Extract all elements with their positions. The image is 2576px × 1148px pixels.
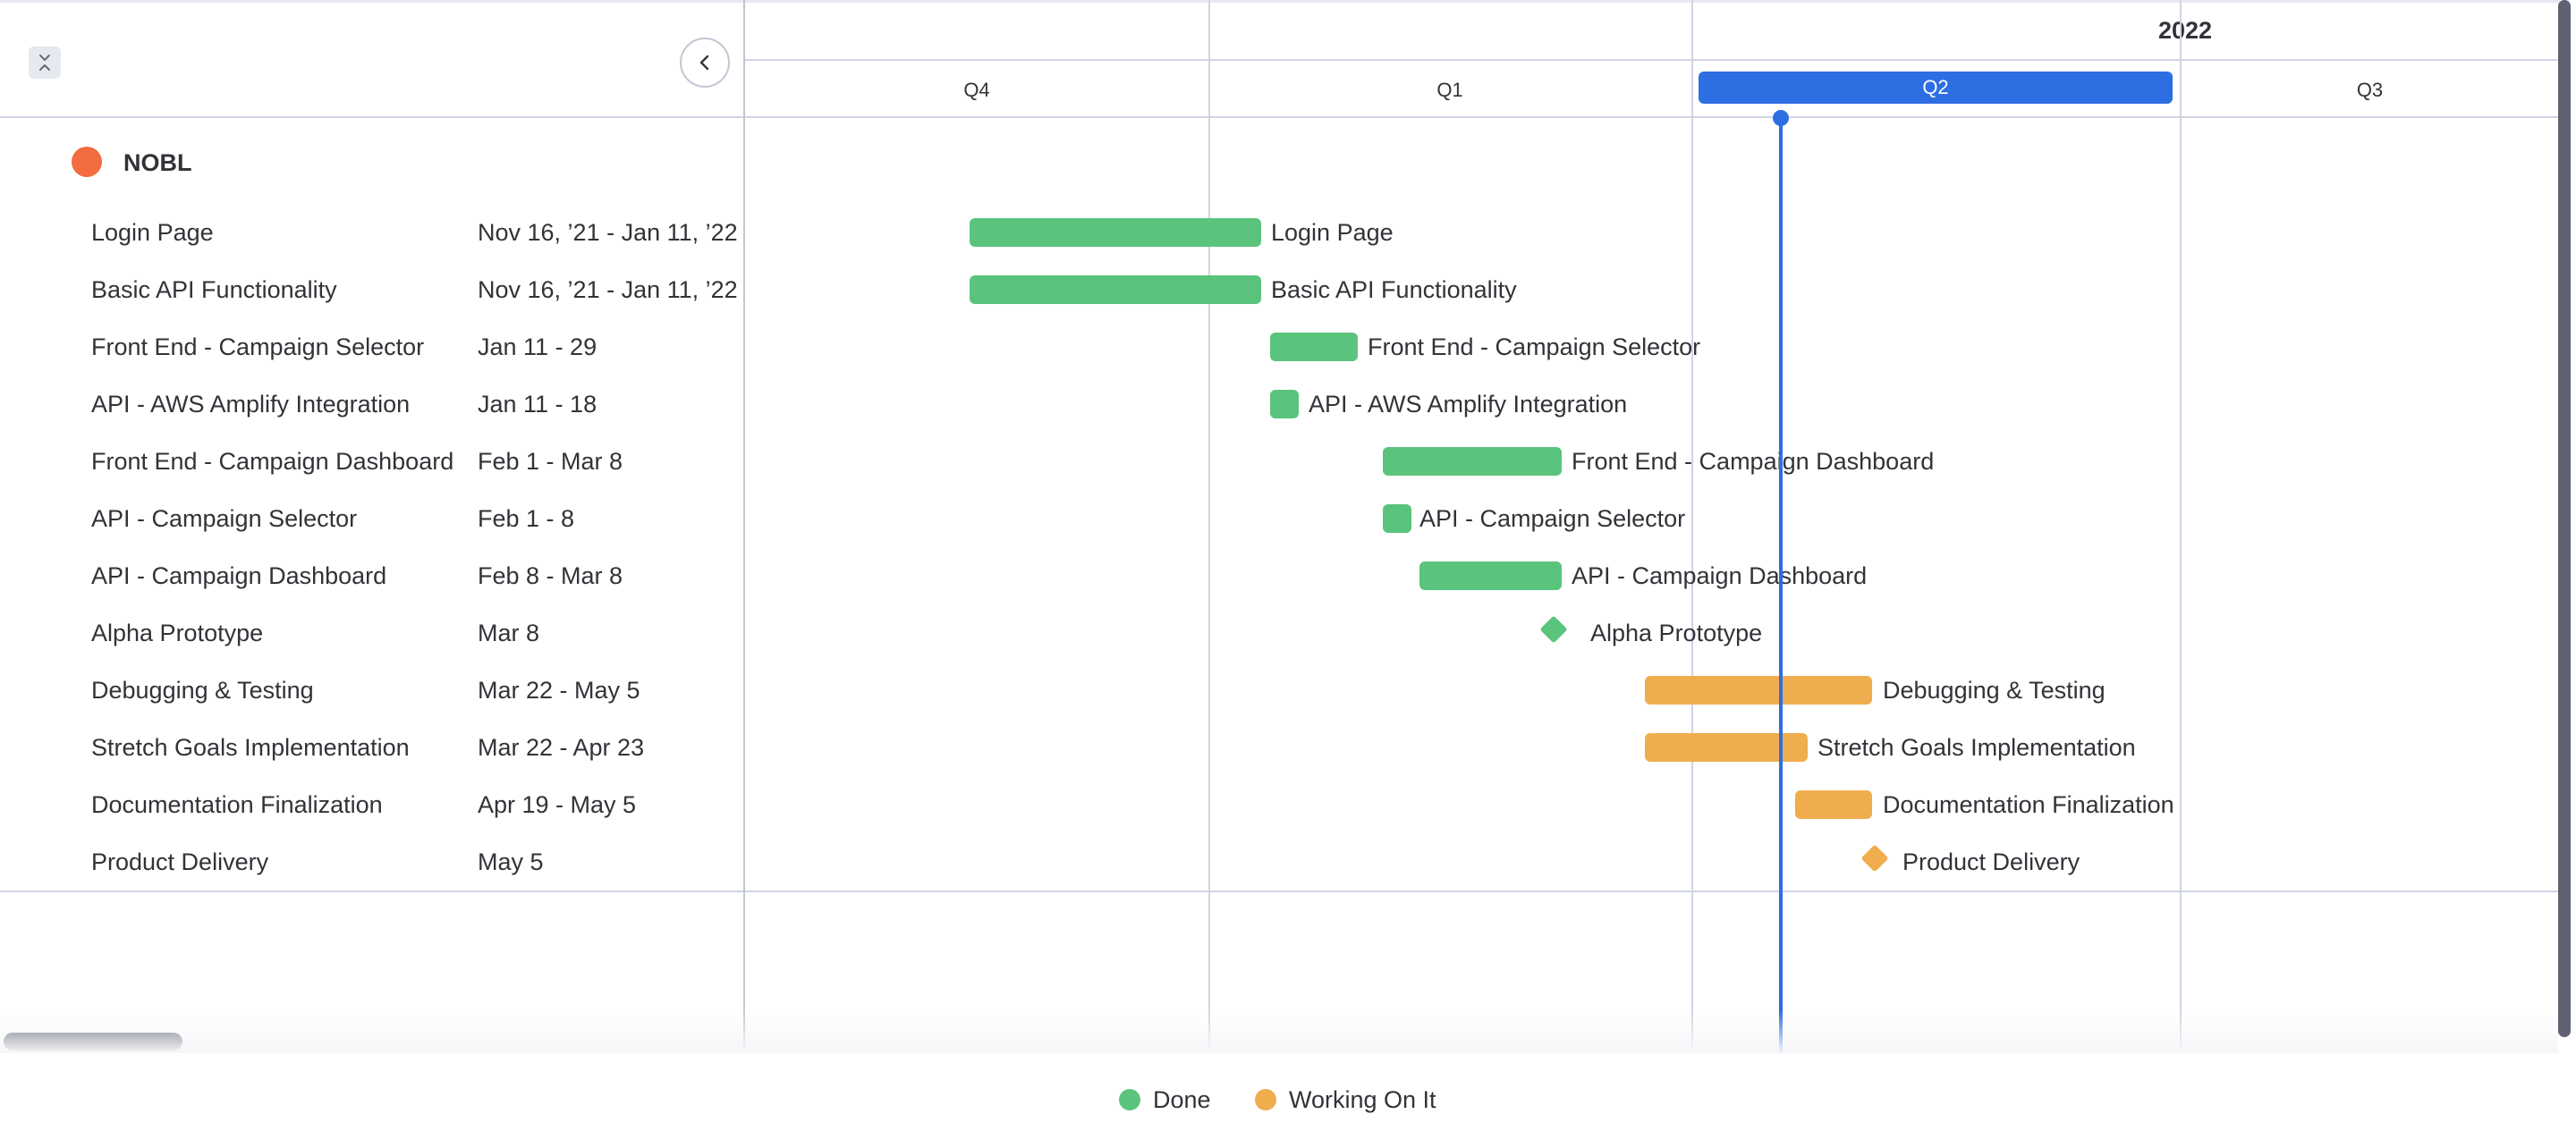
task-bar[interactable]	[1795, 790, 1872, 819]
task-bar[interactable]	[1383, 447, 1562, 476]
collapse-all-button[interactable]	[29, 46, 61, 79]
status-legend: Done Working On It	[0, 1053, 2576, 1148]
task-dates: May 5	[478, 848, 544, 875]
bar-label: API - AWS Amplify Integration	[1309, 391, 1628, 418]
task-row[interactable]: API - Campaign Selector Feb 1 - 8	[0, 490, 743, 547]
task-row[interactable]: Documentation Finalization Apr 19 - May 5	[0, 776, 743, 833]
task-bar[interactable]	[1645, 676, 1872, 705]
task-name: Product Delivery	[91, 848, 269, 875]
legend-item-working: Working On It	[1255, 1084, 1436, 1116]
task-dates: Mar 22 - Apr 23	[478, 734, 645, 761]
group-header[interactable]: NOBL	[0, 141, 743, 184]
legend-dot-done	[1119, 1089, 1140, 1110]
bar-label: Stretch Goals Implementation	[1818, 734, 2136, 761]
bar-label: Debugging & Testing	[1883, 677, 2106, 704]
task-dates: Apr 19 - May 5	[478, 791, 637, 818]
legend-label: Done	[1153, 1086, 1211, 1113]
quarter-divider	[1691, 0, 1693, 1053]
task-dates: Jan 11 - 29	[478, 333, 597, 360]
task-dates: Nov 16, ’21 - Jan 11, ’22	[478, 276, 738, 303]
task-dates: Jan 11 - 18	[478, 391, 597, 418]
task-name: Basic API Functionality	[91, 276, 337, 303]
bar-label: API - Campaign Selector	[1419, 505, 1686, 532]
task-name: Front End - Campaign Dashboard	[91, 448, 454, 475]
task-row[interactable]: Alpha Prototype Mar 8	[0, 604, 743, 662]
task-name: Login Page	[91, 219, 214, 246]
task-list-panel: NOBL Login Page Nov 16, ’21 - Jan 11, ’22…	[0, 0, 743, 1053]
task-row[interactable]: API - AWS Amplify Integration Jan 11 - 18	[0, 376, 743, 433]
quarter-q3[interactable]: Q3	[2356, 79, 2384, 101]
divider	[745, 116, 2560, 118]
quarter-q4[interactable]: Q4	[963, 79, 990, 101]
task-name: Alpha Prototype	[91, 620, 264, 646]
bar-label: API - Campaign Dashboard	[1572, 562, 1868, 589]
task-row[interactable]: Basic API Functionality Nov 16, ’21 - Jan…	[0, 261, 743, 318]
task-dates: Mar 8	[478, 620, 540, 646]
chevron-left-icon	[699, 55, 709, 71]
task-name: Debugging & Testing	[91, 677, 314, 704]
legend-label: Working On It	[1289, 1086, 1436, 1113]
bar-label: Documentation Finalization	[1883, 791, 2174, 818]
legend-dot-working	[1255, 1089, 1276, 1110]
today-marker-dot	[1773, 110, 1789, 126]
task-row[interactable]: Front End - Campaign Dashboard Feb 1 - Ma…	[0, 433, 743, 490]
left-header	[0, 0, 743, 118]
task-row[interactable]: API - Campaign Dashboard Feb 8 - Mar 8	[0, 547, 743, 604]
task-name: Documentation Finalization	[91, 791, 383, 818]
task-row[interactable]: Login Page Nov 16, ’21 - Jan 11, ’22	[0, 204, 743, 261]
task-row[interactable]: Debugging & Testing Mar 22 - May 5	[0, 662, 743, 719]
divider	[0, 891, 743, 892]
group-name: NOBL	[123, 149, 192, 176]
bar-label: Front End - Campaign Selector	[1368, 333, 1701, 360]
task-name: Stretch Goals Implementation	[91, 734, 410, 761]
task-name: API - Campaign Dashboard	[91, 562, 387, 589]
bar-label: Basic API Functionality	[1271, 276, 1517, 303]
milestone-marker[interactable]	[1539, 615, 1568, 644]
task-dates: Feb 8 - Mar 8	[478, 562, 623, 589]
task-bar[interactable]	[1270, 333, 1358, 361]
divider	[745, 59, 2560, 61]
task-row[interactable]: Product Delivery May 5	[0, 833, 743, 891]
quarter-divider	[2180, 0, 2182, 1053]
quarter-q2[interactable]: Q2	[1699, 72, 2173, 104]
bar-label: Alpha Prototype	[1590, 620, 1763, 646]
task-name: API - Campaign Selector	[91, 505, 358, 532]
today-marker-line	[1779, 116, 1783, 1053]
task-bar[interactable]	[970, 275, 1261, 304]
quarter-divider	[1208, 0, 1210, 1053]
divider	[745, 0, 2560, 3]
group-color-dot	[72, 147, 102, 177]
task-bar[interactable]	[1383, 504, 1411, 533]
bar-label: Front End - Campaign Dashboard	[1572, 448, 1935, 475]
task-dates: Nov 16, ’21 - Jan 11, ’22	[478, 219, 738, 246]
task-dates: Mar 22 - May 5	[478, 677, 640, 704]
task-row[interactable]: Front End - Campaign Selector Jan 11 - 29	[0, 318, 743, 376]
task-name: API - AWS Amplify Integration	[91, 391, 411, 418]
task-bar[interactable]	[1419, 561, 1562, 590]
vertical-scrollbar[interactable]	[2558, 0, 2571, 1037]
collapse-vertical-icon	[39, 55, 50, 71]
quarter-q1[interactable]: Q1	[1436, 79, 1463, 101]
bar-label: Product Delivery	[1902, 848, 2080, 875]
task-bar[interactable]	[970, 218, 1261, 247]
divider	[745, 891, 2560, 892]
timeline-panel: 2022 Q4 Q1 Q2 Q3 Login Page Basic API Functi…	[743, 0, 2560, 1053]
year-label: 2022	[2158, 17, 2213, 44]
task-bar[interactable]	[1270, 390, 1299, 418]
task-bar[interactable]	[1645, 733, 1808, 762]
horizontal-scrollbar[interactable]	[4, 1033, 182, 1051]
task-row[interactable]: Stretch Goals Implementation Mar 22 - Apr…	[0, 719, 743, 776]
task-dates: Feb 1 - 8	[478, 505, 575, 532]
task-dates: Feb 1 - Mar 8	[478, 448, 623, 475]
milestone-marker[interactable]	[1860, 844, 1889, 873]
bar-label: Login Page	[1271, 219, 1394, 246]
collapse-panel-button[interactable]	[680, 38, 730, 88]
legend-item-done: Done	[1119, 1084, 1211, 1116]
task-name: Front End - Campaign Selector	[91, 333, 425, 360]
